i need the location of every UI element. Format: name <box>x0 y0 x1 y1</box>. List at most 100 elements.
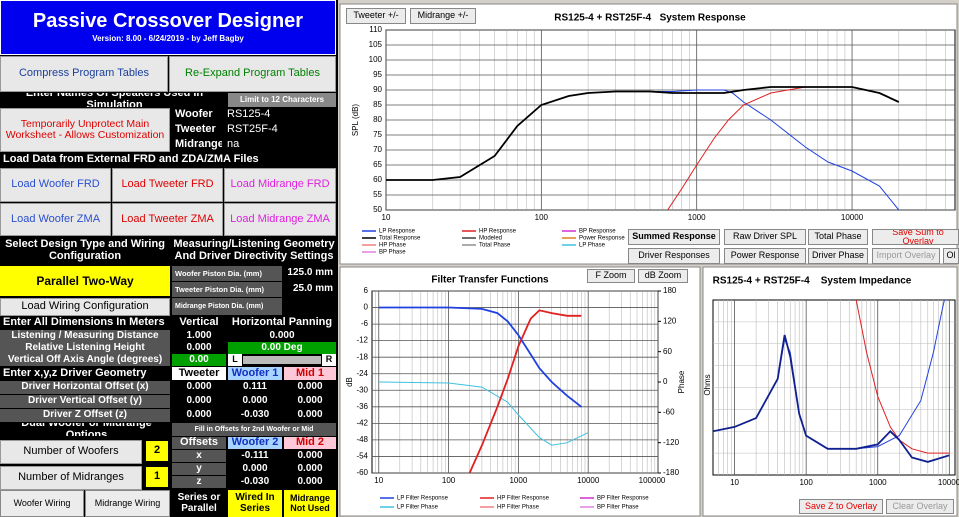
value[interactable]: 0.000 <box>284 409 336 422</box>
value[interactable]: 0.000 <box>284 450 336 462</box>
value[interactable]: 0.000 <box>228 395 282 408</box>
y2-tick-label: -60 <box>663 407 675 416</box>
value[interactable]: 0.000 <box>172 395 226 408</box>
button[interactable]: Ol <box>943 248 959 264</box>
value[interactable]: 2 <box>146 441 168 461</box>
legend-label: BP Filter Response <box>597 496 649 502</box>
input[interactable]: RST25F-4 <box>224 123 336 137</box>
button[interactable]: Compress Program Tables <box>0 56 168 92</box>
button[interactable]: Load Woofer FRD <box>0 168 111 202</box>
y-tick-label: -60 <box>356 468 368 477</box>
label: Series or Parallel <box>172 490 226 517</box>
legend-label: LP Filter Response <box>397 496 449 502</box>
value[interactable]: 0.000 <box>228 330 336 342</box>
value[interactable]: 25.0 mm <box>284 282 336 297</box>
button[interactable]: Load Tweeter FRD <box>112 168 223 202</box>
label: y <box>172 463 226 475</box>
tab[interactable]: Midrange Wiring <box>85 490 170 517</box>
button[interactable]: Clear Overlay <box>886 499 954 514</box>
section-heading: Enter x,y,z Driver Geometry <box>0 367 170 380</box>
button[interactable]: Save Z to Overlay <box>799 499 883 514</box>
value[interactable]: 1.000 <box>172 330 226 342</box>
slider-track[interactable] <box>243 356 321 364</box>
legend-label: Power Response <box>579 236 625 242</box>
value[interactable]: Wired In Series <box>228 490 282 517</box>
value[interactable]: 0.000 <box>284 395 336 408</box>
value[interactable]: Midrange Not Used <box>284 490 336 517</box>
chart-title: RS125-4 + RST25F-4 System Impedance <box>713 276 912 287</box>
button[interactable]: Load Midrange ZMA <box>224 203 336 236</box>
label: Woofer Piston Dia. (mm) <box>172 266 282 281</box>
value[interactable]: -0.030 <box>228 409 282 422</box>
design-type[interactable]: Parallel Two-Way <box>0 266 170 296</box>
x-tick-label: 100 <box>535 213 549 222</box>
y-tick-label: -24 <box>356 369 368 378</box>
value[interactable]: 0.00 Deg <box>228 342 336 354</box>
y-tick-label: 85 <box>373 100 382 109</box>
section-heading: Select Design Type and Wiring Configurat… <box>0 237 170 265</box>
input[interactable]: RS125-4 <box>224 108 336 122</box>
note: Fill in Offsets for 2nd Woofer or Mid <box>172 423 336 436</box>
button[interactable]: Total Phase <box>808 229 868 245</box>
value[interactable]: 0.111 <box>228 381 282 394</box>
button[interactable]: Import Overlay <box>872 248 940 264</box>
value[interactable]: 0.000 <box>172 409 226 422</box>
value[interactable]: -0.111 <box>228 450 282 462</box>
legend-label: Total Response <box>379 236 421 242</box>
button[interactable]: Save Sum to Overlay <box>872 229 959 245</box>
slider-left[interactable]: L <box>228 354 242 366</box>
y-tick-label: 95 <box>373 70 382 79</box>
y2-tick-label: 120 <box>663 316 677 325</box>
series-line <box>855 300 950 454</box>
label: z <box>172 476 226 488</box>
title-box: Passive Crossover Designer Version: 8.00… <box>0 0 336 55</box>
y-axis-label: SPL (dB) <box>351 104 360 136</box>
button[interactable]: Re-Expand Program Tables <box>169 56 336 92</box>
value[interactable]: 0.000 <box>228 463 282 475</box>
column-heading: Woofer 2 <box>228 437 282 449</box>
button[interactable]: Midrange +/- <box>410 8 476 24</box>
value[interactable]: 0.000 <box>172 342 226 354</box>
value[interactable]: 0.000 <box>284 476 336 488</box>
section-heading: Enter All Dimensions In Meters <box>0 317 170 329</box>
legend-label: HP Response <box>479 229 517 235</box>
y-tick-label: 110 <box>369 25 382 34</box>
button[interactable]: Load Wiring Configuration <box>0 298 170 316</box>
legend-label: BP Filter Phase <box>597 505 639 511</box>
value[interactable]: -0.030 <box>228 476 282 488</box>
button[interactable]: Load Woofer ZMA <box>0 203 111 236</box>
y-tick-label: 65 <box>373 160 382 169</box>
value[interactable]: 0.000 <box>172 381 226 394</box>
section-heading: Enter Names Of Speakers Used In Simulati… <box>0 93 226 107</box>
button[interactable]: Summed Response <box>628 229 720 245</box>
button[interactable]: Temporarily Unprotect Main Worksheet - A… <box>0 108 170 152</box>
input[interactable]: na <box>224 138 336 152</box>
x-tick-label: 10000 <box>938 478 959 487</box>
value[interactable]: 1 <box>146 467 168 487</box>
value[interactable]: 0.000 <box>284 463 336 475</box>
button[interactable]: F Zoom <box>587 269 635 283</box>
label: Relative Listening Height <box>0 342 170 354</box>
button[interactable]: Driver Phase <box>808 248 868 264</box>
button[interactable]: Load Tweeter ZMA <box>112 203 223 236</box>
tab[interactable]: Woofer Wiring <box>0 490 84 517</box>
button[interactable]: Driver Responses <box>628 248 720 264</box>
button[interactable]: Raw Driver SPL <box>724 229 806 245</box>
label: Midrange <box>172 138 222 152</box>
button[interactable]: dB Zoom <box>638 269 688 283</box>
column-heading: Mid 1 <box>284 367 336 380</box>
slider-right[interactable]: R <box>322 354 336 366</box>
section-heading: Load Data from External FRD and ZDA/ZMA … <box>0 153 336 167</box>
y-tick-label: 60 <box>373 175 382 184</box>
x-tick-label: 10 <box>382 213 391 222</box>
y-tick-label: -30 <box>356 385 368 394</box>
button[interactable]: Load Midrange FRD <box>224 168 336 202</box>
button[interactable]: Power Response <box>724 248 806 264</box>
value[interactable]: 125.0 mm <box>284 266 336 281</box>
y2-tick-label: 0 <box>663 377 668 386</box>
button[interactable]: Tweeter +/- <box>346 8 406 24</box>
value[interactable]: 0.00 <box>172 354 226 366</box>
y-tick-label: 6 <box>364 286 369 295</box>
y2-axis-label: Phase <box>677 370 686 393</box>
value[interactable]: 0.000 <box>284 381 336 394</box>
